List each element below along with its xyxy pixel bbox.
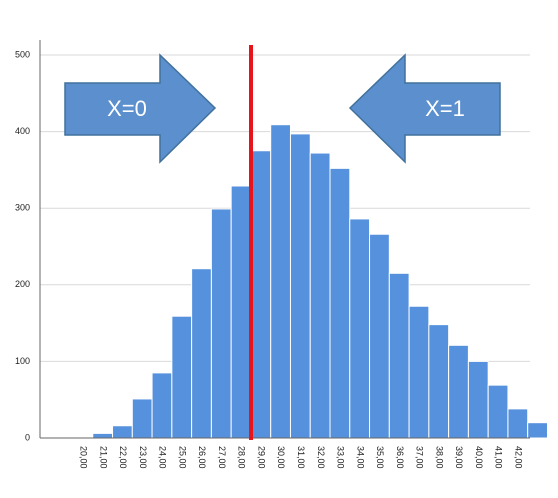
bar <box>210 208 232 439</box>
x-tick-label: 28,00 <box>237 446 247 469</box>
bars <box>72 124 548 439</box>
bar <box>448 344 469 439</box>
bar <box>131 398 153 439</box>
bar <box>388 272 410 439</box>
bar <box>151 372 173 439</box>
x-tick-label: 26,00 <box>197 446 207 469</box>
x-tick-label: 20,00 <box>79 446 89 469</box>
bar <box>270 124 291 439</box>
bar <box>309 152 331 439</box>
bar <box>487 384 509 439</box>
bar <box>428 324 450 439</box>
annotation: X=0 <box>107 96 147 121</box>
x-tick-label: 42,00 <box>513 446 523 469</box>
x-tick-label: 31,00 <box>296 446 306 469</box>
x-tick-label: 38,00 <box>434 446 444 469</box>
bar <box>230 185 252 439</box>
bar <box>191 268 212 439</box>
y-tick-label: 200 <box>15 279 30 289</box>
y-tick-label: 100 <box>15 356 30 366</box>
x-tick-label: 21,00 <box>98 446 108 469</box>
x-tick-label: 23,00 <box>138 446 148 469</box>
x-tick-label: 29,00 <box>256 446 266 469</box>
y-tick-label: 300 <box>15 203 30 213</box>
bar <box>408 305 430 439</box>
bar <box>507 408 529 439</box>
arrow-right <box>64 53 217 164</box>
bar <box>329 167 351 439</box>
annotation: X=1 <box>425 96 465 121</box>
x-tick-label: 41,00 <box>494 446 504 469</box>
bar <box>467 360 489 439</box>
y-tick-label: 500 <box>15 49 30 59</box>
arrow-left <box>348 53 501 164</box>
x-tick-label: 25,00 <box>177 446 187 469</box>
x-tick-label: 32,00 <box>316 446 326 469</box>
bar <box>250 150 272 439</box>
bar <box>289 133 311 439</box>
bar <box>369 233 390 439</box>
bar <box>349 218 371 439</box>
bar <box>171 315 193 439</box>
x-tick-label: 27,00 <box>217 446 227 469</box>
x-tick-label: 39,00 <box>454 446 464 469</box>
bar <box>92 432 114 439</box>
x-tick-label: 30,00 <box>276 446 286 469</box>
x-tick-label: 33,00 <box>336 446 346 469</box>
x-tick-label: 34,00 <box>355 446 365 469</box>
x-tick-label: 37,00 <box>415 446 425 469</box>
y-tick-label: 400 <box>15 126 30 136</box>
bar <box>112 425 133 439</box>
x-tick-label: 35,00 <box>375 446 385 469</box>
x-tick-label: 24,00 <box>158 446 168 469</box>
y-tick-label: 0 <box>25 432 30 442</box>
bar <box>527 422 548 439</box>
x-tick-label: 40,00 <box>474 446 484 469</box>
x-tick-label: 22,00 <box>118 446 128 469</box>
x-tick-label: 36,00 <box>395 446 405 469</box>
